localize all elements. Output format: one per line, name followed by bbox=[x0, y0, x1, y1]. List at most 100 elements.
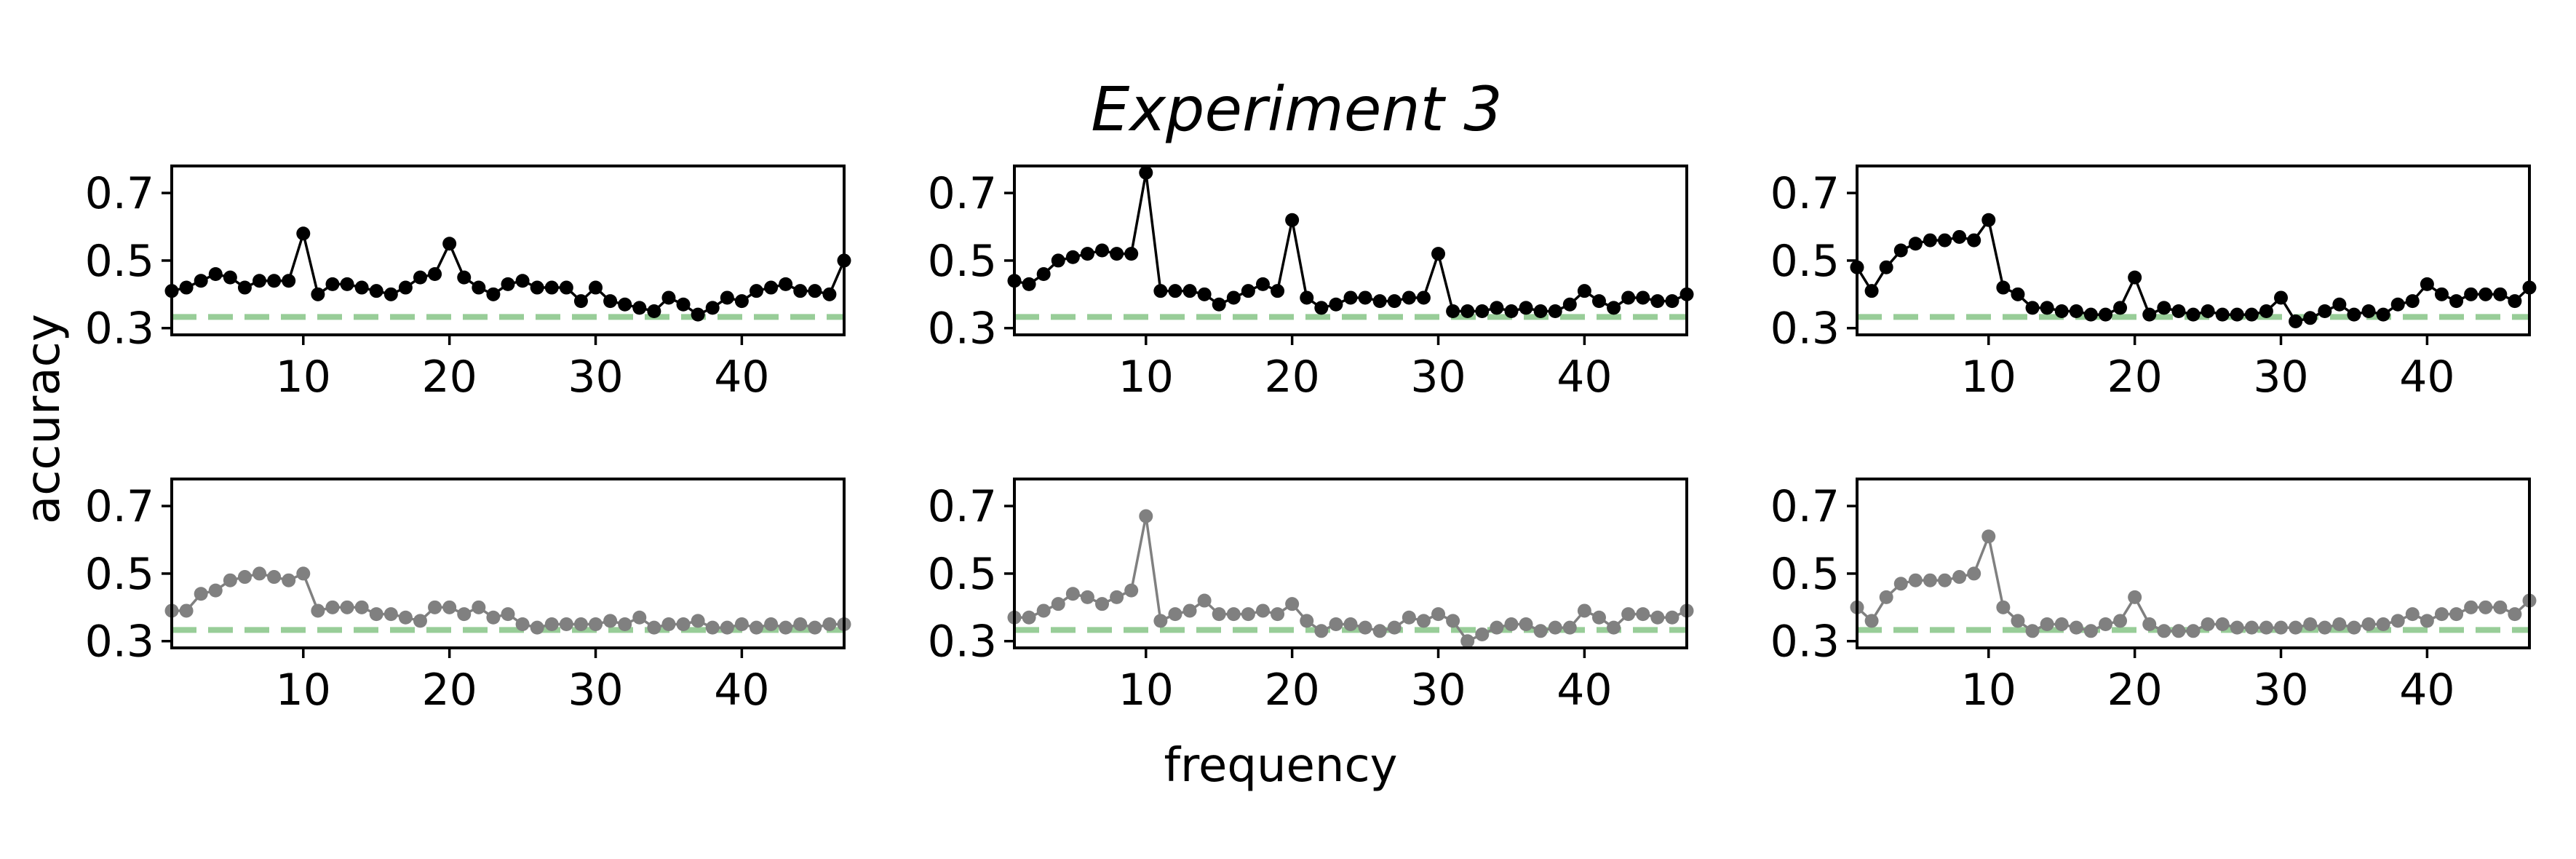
data-point bbox=[1139, 165, 1153, 180]
data-point bbox=[1981, 529, 1996, 544]
data-point bbox=[311, 287, 325, 301]
axes-frame bbox=[1856, 165, 2531, 336]
data-point bbox=[2215, 307, 2230, 322]
data-point bbox=[472, 600, 486, 614]
data-point bbox=[2054, 617, 2069, 632]
x-tick-label: 40 bbox=[2399, 665, 2454, 716]
data-point bbox=[1908, 237, 1923, 251]
x-tick-label: 30 bbox=[2253, 352, 2308, 403]
data-point bbox=[1124, 247, 1139, 261]
data-point bbox=[720, 620, 734, 635]
x-tick-label: 20 bbox=[421, 352, 477, 403]
data-point bbox=[2303, 311, 2318, 325]
data-point bbox=[2142, 617, 2157, 632]
x-tick-label: 20 bbox=[421, 665, 477, 716]
data-point bbox=[749, 620, 763, 635]
y-tick-label: 0.7 bbox=[928, 168, 997, 219]
data-point bbox=[2493, 287, 2508, 301]
data-point bbox=[282, 274, 296, 288]
data-point bbox=[1665, 610, 1679, 625]
data-point bbox=[1650, 610, 1665, 625]
y-tick-label: 0.5 bbox=[85, 236, 154, 287]
chart-panel-bottom-middle: 10 20 30 40 0.3 0.5 0.7 bbox=[928, 478, 1694, 716]
data-point bbox=[2508, 607, 2522, 622]
data-point bbox=[2128, 270, 2142, 285]
data-point bbox=[632, 301, 647, 315]
data-point bbox=[194, 587, 208, 601]
data-point bbox=[1036, 266, 1051, 281]
data-point bbox=[1402, 610, 1416, 625]
data-point bbox=[282, 573, 296, 587]
axes-frame bbox=[1013, 478, 1688, 649]
data-point bbox=[2347, 307, 2361, 322]
x-tick-label: 30 bbox=[1410, 352, 1466, 403]
data-point bbox=[764, 280, 779, 295]
y-tick-label: 0.3 bbox=[928, 617, 997, 668]
data-point bbox=[1519, 617, 1533, 632]
data-point bbox=[1548, 620, 1562, 635]
data-point bbox=[2113, 301, 2128, 315]
data-point bbox=[2493, 600, 2508, 614]
x-tick-label: 10 bbox=[1118, 352, 1174, 403]
data-point bbox=[1329, 617, 1343, 632]
data-point bbox=[1241, 284, 1255, 298]
data-point bbox=[1402, 290, 1416, 305]
data-point bbox=[2376, 617, 2390, 632]
data-point bbox=[676, 617, 691, 632]
x-tick-label: 40 bbox=[714, 352, 769, 403]
y-tick-label: 0.5 bbox=[1770, 549, 1840, 600]
data-point bbox=[2289, 620, 2303, 635]
data-point bbox=[1080, 247, 1094, 261]
data-point bbox=[2318, 620, 2332, 635]
data-point bbox=[1095, 243, 1110, 258]
data-point bbox=[2098, 307, 2112, 322]
data-point bbox=[486, 610, 501, 625]
data-point bbox=[1271, 607, 1285, 622]
data-point bbox=[2434, 287, 2449, 301]
data-point bbox=[2069, 304, 2083, 319]
data-point bbox=[311, 603, 325, 618]
x-tick-label: 30 bbox=[568, 665, 623, 716]
data-point bbox=[2157, 624, 2171, 638]
axes-frame bbox=[170, 165, 846, 336]
data-point bbox=[632, 610, 647, 625]
data-point bbox=[2142, 307, 2157, 322]
data-point bbox=[1490, 620, 1504, 635]
data-point bbox=[2230, 307, 2244, 322]
data-point bbox=[2405, 294, 2420, 309]
data-point bbox=[2390, 297, 2405, 312]
data-point bbox=[398, 280, 413, 295]
data-point bbox=[1065, 587, 1080, 601]
y-tick-label: 0.7 bbox=[85, 168, 154, 219]
data-point bbox=[1153, 284, 1168, 298]
y-tick-label: 0.3 bbox=[928, 304, 997, 355]
data-point bbox=[340, 277, 354, 291]
data-point bbox=[2083, 307, 2098, 322]
data-point bbox=[1967, 233, 1981, 248]
y-tick-label: 0.5 bbox=[928, 236, 997, 287]
data-point bbox=[2011, 614, 2025, 628]
data-point bbox=[2464, 287, 2478, 301]
data-point bbox=[2405, 607, 2420, 622]
data-point bbox=[1938, 573, 1952, 587]
x-tick-label: 40 bbox=[1557, 665, 1612, 716]
data-point bbox=[1591, 294, 1606, 309]
data-point bbox=[2186, 307, 2201, 322]
data-point bbox=[647, 620, 661, 635]
data-point bbox=[1139, 509, 1153, 523]
data-point bbox=[2069, 620, 2083, 635]
data-point bbox=[530, 620, 544, 635]
data-point bbox=[676, 297, 691, 312]
y-tick-label: 0.7 bbox=[928, 481, 997, 532]
data-point bbox=[573, 294, 588, 309]
data-point bbox=[428, 600, 442, 614]
data-point bbox=[2215, 617, 2230, 632]
data-point bbox=[1665, 294, 1679, 309]
data-point bbox=[1460, 304, 1475, 319]
data-point bbox=[2171, 304, 2186, 319]
data-point bbox=[544, 617, 559, 632]
data-point bbox=[2361, 617, 2376, 632]
data-point bbox=[457, 607, 472, 622]
data-point bbox=[1022, 610, 1036, 625]
